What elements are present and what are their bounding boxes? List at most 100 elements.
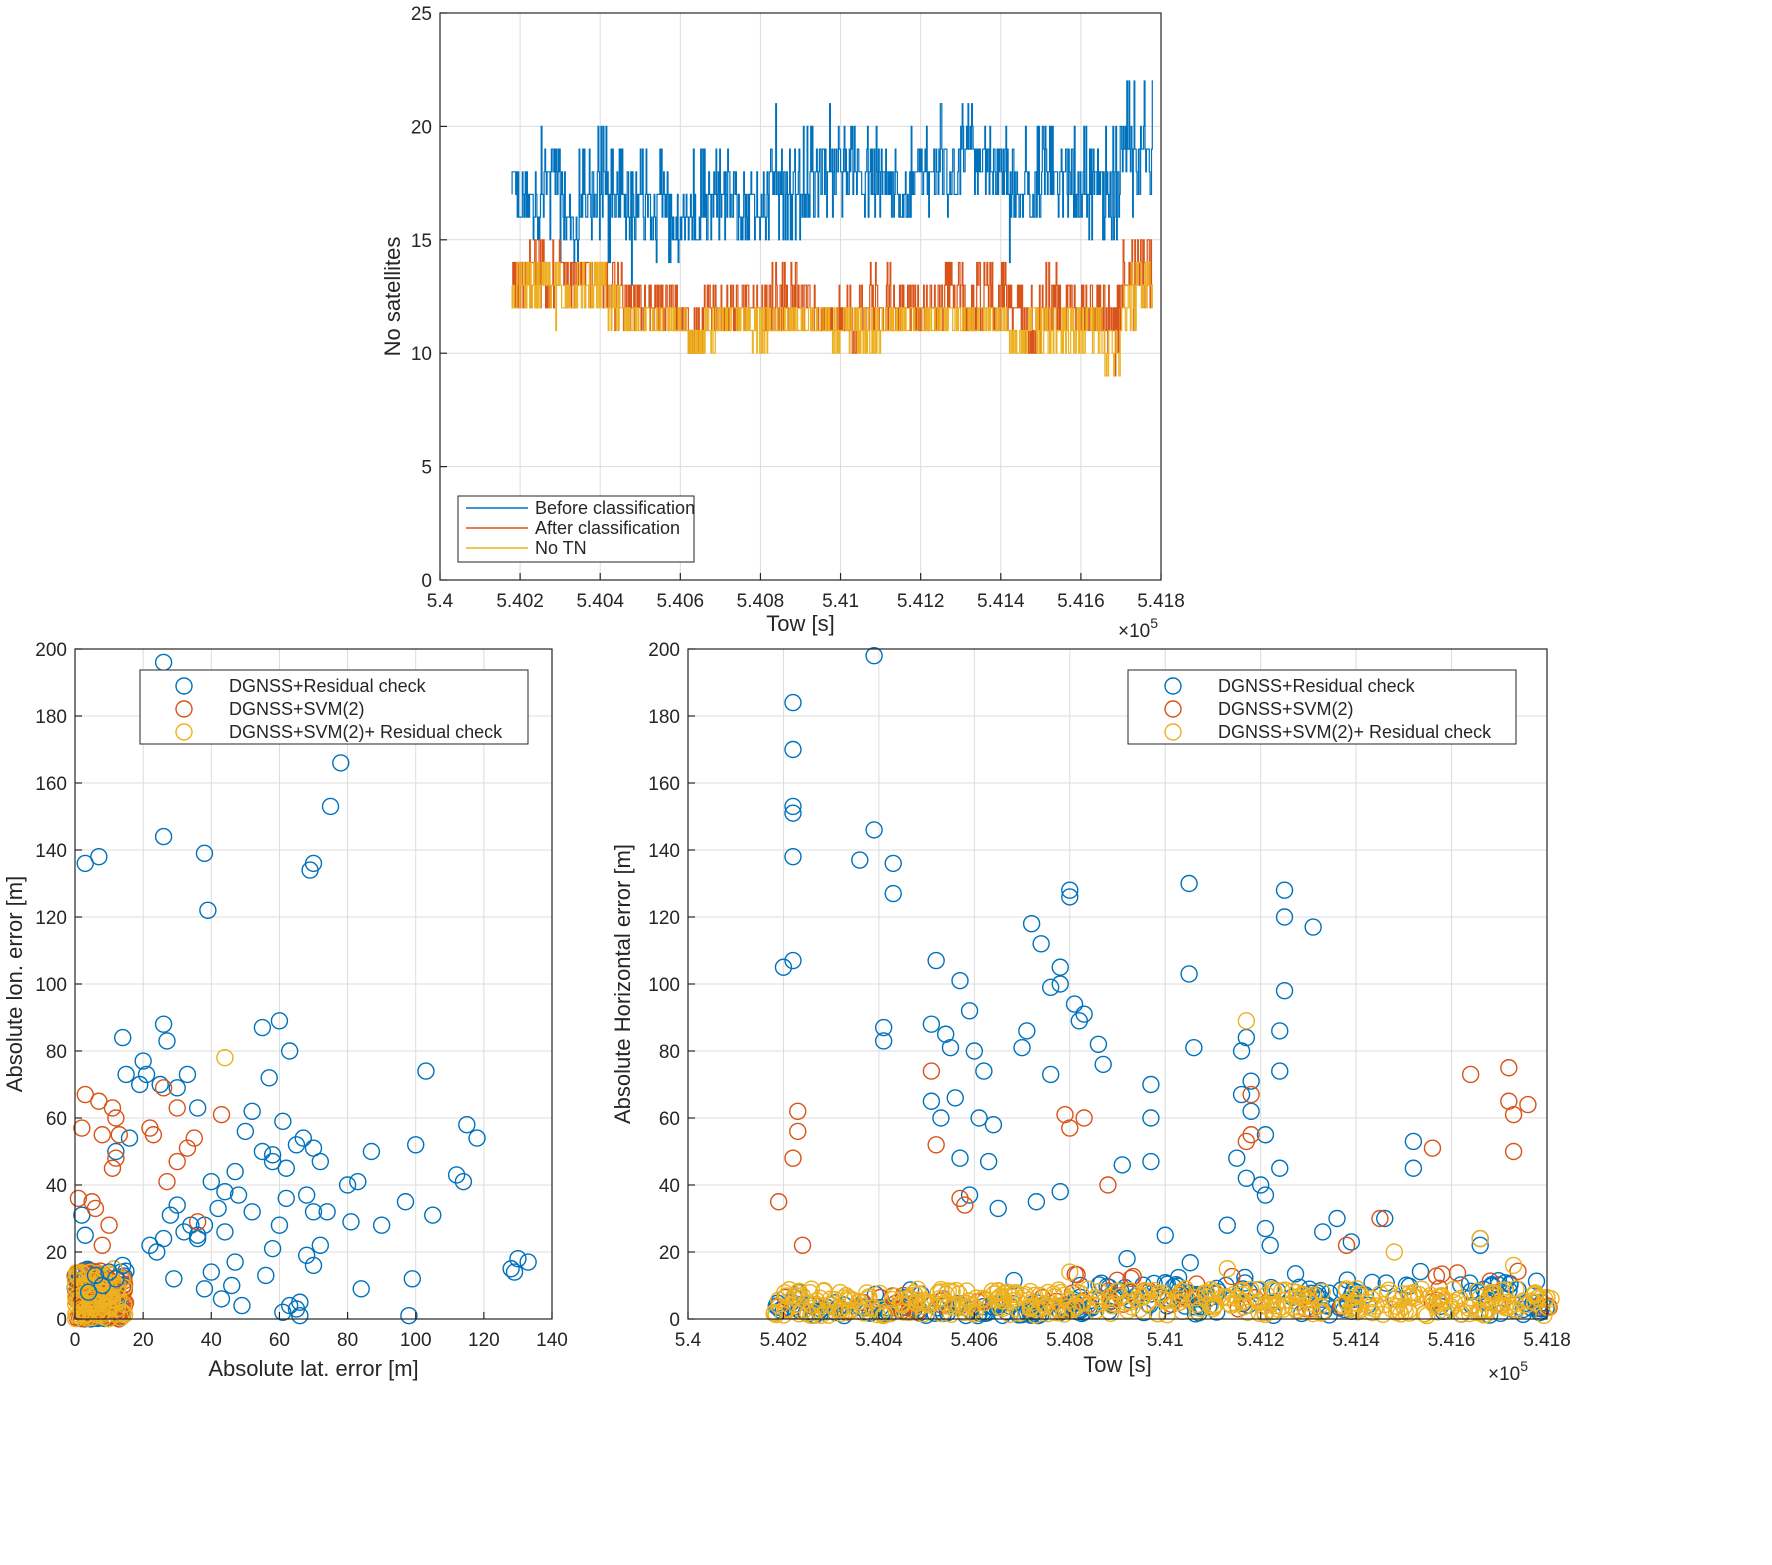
- scatter-point: [107, 1109, 125, 1127]
- scatter-point: [960, 1002, 979, 1020]
- band-point: [1064, 1301, 1082, 1319]
- scatter-point: [257, 1266, 275, 1285]
- band-point: [1290, 1298, 1308, 1316]
- band-point: [1536, 1290, 1554, 1308]
- scatter-point: [1337, 1236, 1356, 1255]
- scatter-point: [270, 1216, 289, 1234]
- band-point: [765, 1304, 783, 1323]
- axes-frame: [439, 12, 1162, 581]
- band-point: [1350, 1287, 1369, 1305]
- scatter-point: [209, 1199, 227, 1218]
- legend-svm-residual: DGNSS+SVM(2)+ Residual check: [1218, 722, 1492, 742]
- x-tick-label: 140: [536, 1330, 568, 1351]
- y-tick-label: 15: [411, 231, 432, 252]
- band-point: [1405, 1283, 1423, 1302]
- x-tick-label: 5.414: [977, 591, 1025, 612]
- scatter-point: [154, 653, 173, 672]
- scatter-point: [784, 951, 802, 970]
- legend-marker-svm-residual: [175, 723, 193, 741]
- band-point: [1525, 1285, 1544, 1303]
- band-point: [1529, 1288, 1547, 1307]
- scatter-point: [1256, 1186, 1275, 1204]
- scatter-point: [188, 1099, 207, 1117]
- scatter-point: [454, 1172, 473, 1191]
- scatter-point: [73, 1206, 91, 1224]
- band-point: [1418, 1306, 1436, 1325]
- band-point: [1233, 1293, 1251, 1311]
- scatter-point: [865, 647, 883, 665]
- scatter-point: [1237, 1169, 1256, 1188]
- y-tick-label: 20: [659, 1243, 680, 1264]
- y-tick-label: 160: [35, 774, 67, 795]
- scatter-point: [468, 1129, 486, 1147]
- scatter-point: [784, 1149, 802, 1167]
- y-tick-label: 120: [35, 908, 67, 929]
- band-point: [991, 1298, 1009, 1317]
- x-tick-label: 5.404: [855, 1330, 903, 1351]
- y-axis-label: Absolute lon. error [m]: [2, 876, 27, 1092]
- band-point: [1004, 1288, 1022, 1306]
- scatter-point: [229, 1186, 248, 1204]
- x-tick-label: 120: [468, 1330, 500, 1351]
- x-tick-label: 80: [337, 1330, 358, 1351]
- band-point: [1288, 1301, 1306, 1319]
- legend-box: [1127, 669, 1517, 745]
- scatter-point: [1328, 1209, 1346, 1228]
- scatter-point: [1232, 1042, 1251, 1060]
- band-point: [774, 1306, 793, 1324]
- band-point: [802, 1306, 820, 1325]
- scatter-point: [951, 971, 969, 990]
- x-tick-label: 5.412: [1237, 1330, 1285, 1351]
- scatter-point: [1218, 1260, 1236, 1278]
- scatter-point: [103, 1159, 122, 1177]
- x-tick-label: 5.406: [657, 591, 705, 612]
- band-point: [855, 1304, 873, 1322]
- scatter-point: [784, 848, 802, 866]
- y-tick-label: 180: [35, 707, 67, 728]
- scatter-point: [168, 1152, 186, 1171]
- scatter-point: [86, 1266, 105, 1285]
- x-tick-label: 5.416: [1428, 1330, 1476, 1351]
- scatter-point: [185, 1129, 203, 1147]
- scatter-point: [927, 1136, 945, 1154]
- scatter-point: [1094, 1055, 1112, 1074]
- scatter-point: [212, 1290, 231, 1308]
- scatter-point: [216, 1048, 234, 1067]
- y-tick-label: 40: [46, 1176, 67, 1197]
- scatter-point: [1519, 1095, 1537, 1114]
- band-point: [1107, 1282, 1125, 1301]
- band-point: [1066, 1298, 1085, 1316]
- scatter-point: [274, 1112, 292, 1131]
- x-tick-label: 5.408: [737, 591, 785, 612]
- scatter-point: [1142, 1109, 1160, 1127]
- x-tick-label: 5.402: [496, 591, 544, 612]
- band-point: [1299, 1291, 1317, 1309]
- band-point: [1424, 1289, 1442, 1308]
- before-classification-band: [511, 80, 1153, 286]
- scatter-point: [332, 754, 350, 772]
- cluster-point: [67, 1264, 86, 1282]
- scatter-point: [396, 1193, 415, 1211]
- scatter-point: [502, 1260, 520, 1278]
- scatter-point: [260, 1069, 278, 1087]
- band-point: [1086, 1289, 1105, 1307]
- x-axis-exponent-base: ×10: [1488, 1364, 1520, 1385]
- x-tick-label: 5.41: [822, 591, 859, 612]
- x-tick-label: 5.414: [1332, 1330, 1380, 1351]
- band-point: [913, 1292, 932, 1310]
- scatter-point: [447, 1166, 466, 1184]
- band-point: [1539, 1298, 1557, 1317]
- scatter-points: [765, 647, 1560, 1325]
- legend-marker-residual: [175, 677, 193, 695]
- band-point: [1170, 1285, 1188, 1303]
- scatter-point: [90, 1092, 108, 1110]
- band-point: [1068, 1283, 1086, 1302]
- scatter-point: [226, 1253, 244, 1271]
- scatter-point: [151, 1075, 169, 1094]
- x-tick-label: 5.41: [1147, 1330, 1184, 1351]
- scatter-point: [1404, 1132, 1423, 1151]
- band-point: [1108, 1271, 1126, 1290]
- scatter-point: [76, 854, 94, 873]
- scatter-point: [1018, 1022, 1036, 1040]
